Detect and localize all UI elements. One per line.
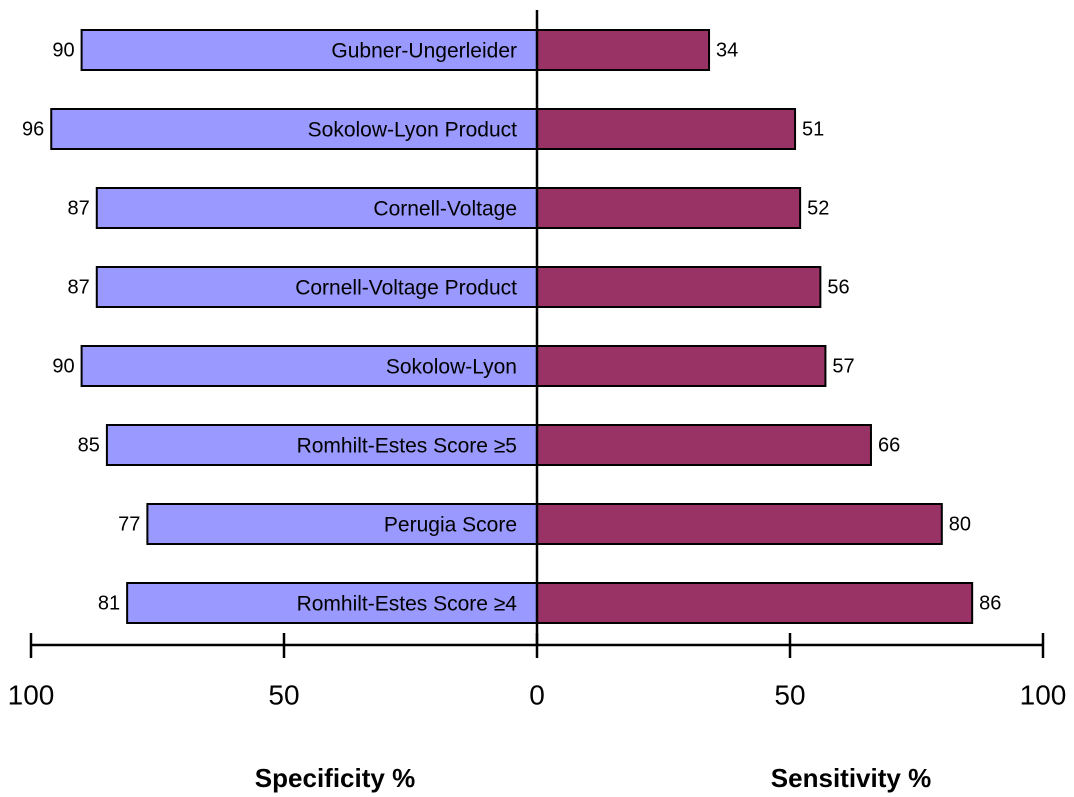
value-label: 87 [68, 276, 90, 298]
value-label: 87 [68, 197, 90, 219]
value-label: 66 [878, 434, 900, 456]
category-label: Romhilt-Estes Score ≥4 [297, 593, 518, 616]
bar [50, 108, 539, 150]
bar [536, 108, 797, 150]
bar [95, 187, 538, 229]
bar [80, 345, 538, 387]
value-label: 85 [78, 434, 100, 456]
value-label: 81 [98, 592, 120, 614]
category-label: Cornell-Voltage [373, 198, 517, 221]
value-label: 77 [118, 513, 140, 535]
x-tick-label: 50 [268, 679, 299, 710]
axis-title: Sensitivity % [771, 763, 931, 793]
value-label: 51 [802, 118, 824, 140]
value-label: 57 [832, 355, 854, 377]
value-label: 86 [979, 592, 1001, 614]
value-label: 90 [52, 39, 74, 61]
bar [536, 503, 943, 545]
x-tick-label: 0 [529, 679, 545, 710]
category-label: Romhilt-Estes Score ≥5 [297, 435, 517, 458]
bar [126, 582, 538, 624]
category-label: Sokolow-Lyon [386, 356, 517, 379]
x-tick-label: 100 [1020, 679, 1067, 710]
value-label: 80 [949, 513, 971, 535]
bar [536, 582, 974, 624]
value-label: 90 [52, 355, 74, 377]
bar [536, 266, 822, 308]
category-label: Gubner-Ungerleider [331, 40, 517, 63]
bar [105, 424, 539, 466]
value-label: 96 [22, 118, 44, 140]
bar [536, 424, 872, 466]
value-label: 52 [807, 197, 829, 219]
x-tick-label: 100 [8, 679, 55, 710]
category-label: Cornell-Voltage Product [295, 277, 517, 300]
axis-title: Specificity % [255, 763, 415, 793]
bar [536, 29, 711, 71]
value-label: 34 [716, 39, 738, 61]
category-label: Sokolow-Lyon Product [308, 119, 517, 142]
x-tick-label: 50 [774, 679, 805, 710]
category-label: Perugia Score [384, 514, 517, 537]
bar [536, 187, 802, 229]
value-label: 56 [827, 276, 849, 298]
bar [80, 29, 538, 71]
bar [536, 345, 827, 387]
bar [146, 503, 538, 545]
